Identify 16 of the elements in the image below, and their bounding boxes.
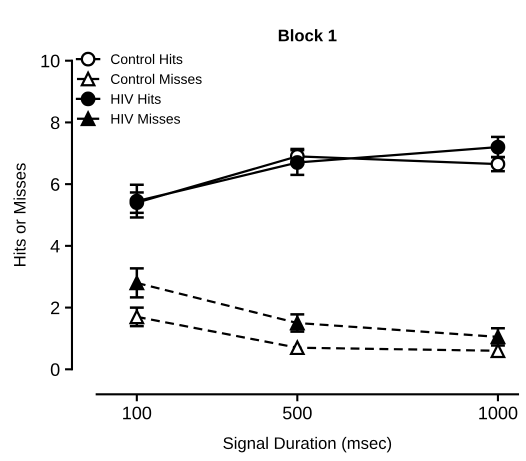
x-axis-title: Signal Duration (msec) [223, 436, 392, 452]
y-tick-label: 8 [50, 116, 60, 130]
y-tick-label: 10 [41, 54, 60, 68]
y-axis-title: Hits or Misses [13, 163, 26, 266]
x-tick-label: 1000 [479, 406, 518, 420]
x-tick-label: 100 [123, 406, 152, 420]
chart-title: Block 1 [278, 29, 337, 42]
legend-label: HIV Hits [111, 94, 161, 104]
x-tick-label: 500 [282, 406, 312, 420]
legend-label: HIV Misses [111, 114, 180, 124]
y-tick-label: 0 [50, 363, 60, 376]
legend-label: Control Hits [111, 54, 182, 64]
y-tick-label: 6 [51, 178, 60, 191]
y-tick-label: 2 [51, 302, 60, 314]
y-tick-label: 4 [50, 240, 60, 252]
legend-label: Control Misses [111, 74, 202, 84]
